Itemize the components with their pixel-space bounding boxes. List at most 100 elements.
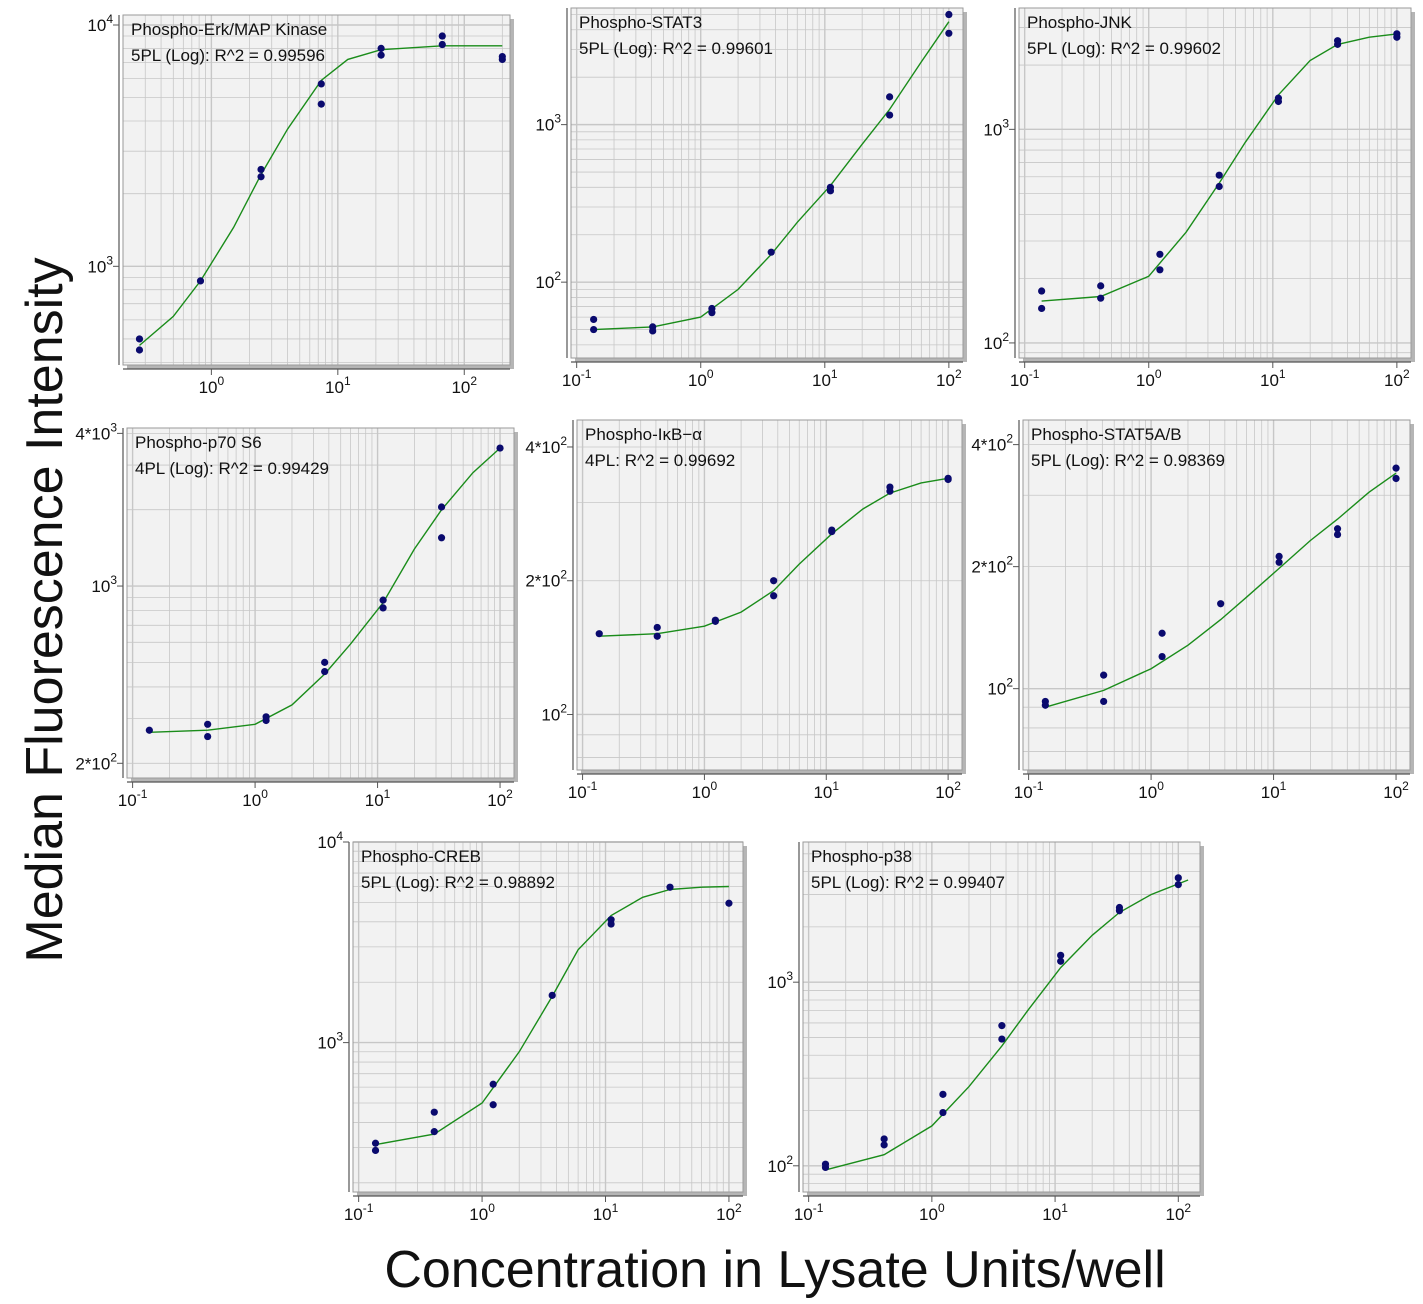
chart-panel-4: 10-1 100 101 102 2*102 103 4*103 Phospho-p70 S6… (75, 420, 518, 810)
chart-title: Phospho-STAT5A/B (1031, 425, 1182, 444)
x-tick-label: 100 (242, 787, 268, 810)
plot-border (802, 841, 1201, 1193)
x-tick-label: 100 (1136, 367, 1162, 390)
fit-statistic: 4PL: R^2 = 0.99692 (585, 451, 735, 470)
data-point (770, 577, 778, 585)
data-point (1100, 697, 1108, 706)
y-tick-label: 103 (983, 116, 1009, 139)
fit-curve (1041, 33, 1397, 302)
data-point (821, 1163, 830, 1172)
data-point (708, 309, 716, 317)
data-point (1215, 171, 1223, 179)
data-point (767, 248, 775, 256)
data-point (257, 165, 265, 174)
gridlines (126, 428, 514, 778)
data-point (880, 1141, 888, 1149)
data-point (1174, 880, 1182, 889)
chart-panel-3: 10-1 100 101 102 102 103 Phospho-JNK 5PL (Log):… (983, 7, 1415, 390)
chart-title: Phospho-p70 S6 (135, 433, 262, 452)
y-tick-label: 103 (91, 573, 117, 596)
chart-panel-5: 10-1 100 101 102 102 2*102 4*102 Phospho-IκB−α 4… (525, 419, 966, 802)
data-point (1392, 474, 1400, 483)
x-tick-label: 10-1 (562, 367, 592, 390)
x-tick-label: 10-1 (568, 779, 598, 802)
data-point (607, 920, 615, 928)
y-tick-label: 104 (87, 12, 113, 35)
fit-curve (825, 879, 1189, 1171)
x-tick-label: 102 (487, 787, 513, 810)
data-point (1156, 250, 1164, 258)
y-tick-label: 103 (535, 112, 561, 135)
chart-panel-6: 10-1 100 101 102 102 2*102 4*102 Phospho-STAT5A… (971, 419, 1414, 802)
x-axis-label: Concentration in Lysate Units/well (384, 1241, 1166, 1299)
x-tick-label: 100 (199, 374, 225, 397)
plot-area (577, 420, 962, 770)
x-tick-label: 100 (919, 1201, 945, 1224)
y-tick-label: 4*102 (971, 432, 1013, 455)
data-point (826, 187, 835, 195)
y-tick-label: 4*102 (525, 434, 567, 457)
data-point (498, 55, 506, 64)
plot-border (352, 841, 744, 1193)
x-tick-label: 101 (325, 374, 351, 397)
x-tick-label: 100 (1138, 779, 1164, 802)
data-point (1158, 652, 1166, 661)
data-point (828, 527, 836, 536)
plot-border (576, 419, 963, 771)
x-tick-label: 102 (936, 367, 962, 390)
x-tick-label: 100 (692, 779, 718, 802)
data-point (653, 623, 661, 632)
x-tick-label: 101 (812, 367, 838, 390)
data-point (262, 716, 270, 725)
data-point (945, 10, 953, 19)
y-tick-label: 2*102 (75, 750, 117, 773)
data-point (438, 40, 446, 49)
fit-statistic: 5PL (Log): R^2 = 0.99407 (811, 873, 1005, 892)
plot-area (571, 8, 963, 358)
chart-title: Phospho-p38 (811, 847, 912, 866)
x-tick-label: 10-1 (1010, 367, 1040, 390)
plot-area (803, 842, 1200, 1192)
y-tick-label: 102 (987, 676, 1013, 699)
fit-curve (599, 477, 949, 637)
data-point (437, 534, 446, 542)
data-point (1156, 266, 1164, 274)
data-point (998, 1035, 1006, 1043)
plot-area (353, 842, 743, 1192)
data-point (377, 44, 385, 52)
data-point (1158, 629, 1166, 637)
data-point (548, 991, 556, 999)
data-point (204, 732, 212, 741)
data-point (1217, 600, 1225, 608)
data-point (939, 1090, 947, 1098)
chart-panel-8: 10-1 100 101 102 102 103 Phospho-p38 5PL (Log):… (767, 841, 1204, 1224)
data-point (998, 1022, 1006, 1030)
gridlines (122, 15, 510, 365)
data-point (770, 592, 778, 600)
data-point (711, 617, 719, 625)
data-point (886, 111, 894, 119)
fit-statistic: 5PL (Log): R^2 = 0.98369 (1031, 451, 1225, 470)
data-point (1097, 294, 1105, 302)
x-tick-label: 102 (935, 779, 961, 802)
data-point (1057, 957, 1065, 965)
data-point (135, 335, 144, 343)
y-tick-label: 102 (983, 330, 1009, 353)
plot-area (1023, 420, 1410, 770)
x-tick-label: 101 (1260, 367, 1286, 390)
data-point (1275, 558, 1283, 566)
y-tick-label: 103 (767, 969, 793, 992)
x-tick-label: 102 (716, 1201, 742, 1224)
y-tick-label: 102 (767, 1153, 793, 1176)
y-tick-label: 4*103 (75, 420, 117, 443)
fit-statistic: 4PL (Log): R^2 = 0.99429 (135, 459, 329, 478)
fit-curve (139, 45, 503, 346)
x-tick-label: 10-1 (1014, 779, 1044, 802)
fit-statistic: 5PL (Log): R^2 = 0.99596 (131, 46, 325, 65)
fit-curve (375, 885, 729, 1146)
chart-panel-7: 10-1 100 101 102 103 104 Phospho-CREB 5PL (Log)… (317, 829, 747, 1224)
data-point (489, 1101, 497, 1109)
gridlines (576, 420, 962, 770)
